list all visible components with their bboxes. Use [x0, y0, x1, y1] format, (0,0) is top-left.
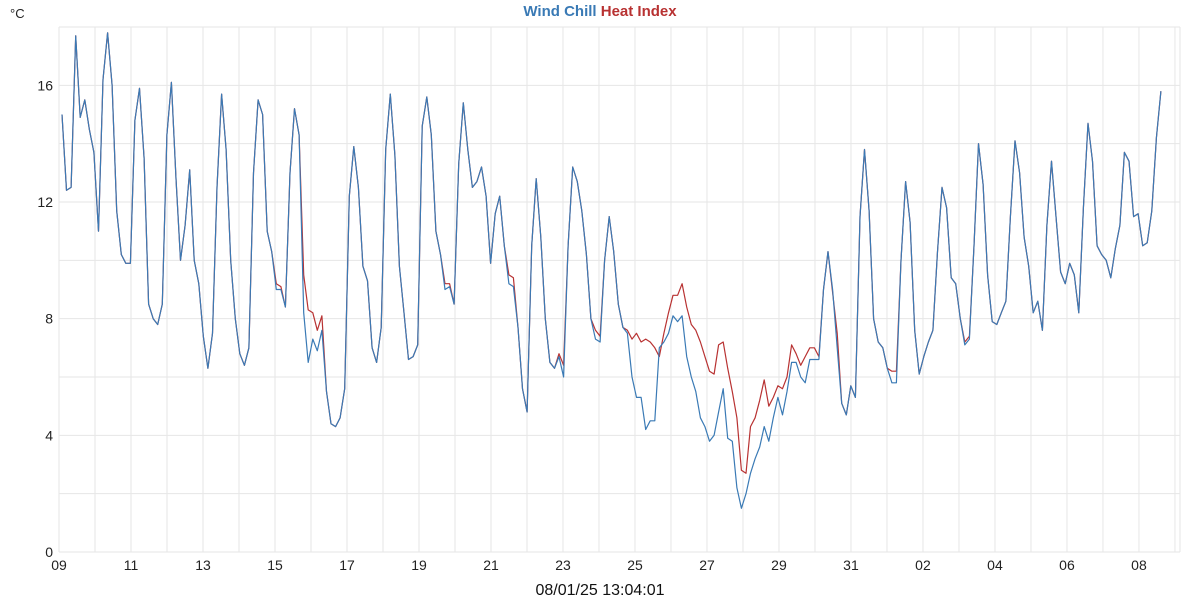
y-tick-label: 12 [37, 194, 53, 210]
x-tick-label: 27 [699, 557, 715, 573]
x-tick-label: 02 [915, 557, 931, 573]
x-tick-label: 09 [51, 557, 67, 573]
x-tick-label: 25 [627, 557, 643, 573]
series-line-wind-chill [61, 32, 1162, 509]
x-tick-label: 19 [411, 557, 427, 573]
y-tick-label: 0 [45, 544, 53, 560]
x-tick-label: 11 [124, 557, 139, 573]
series-line-heat-index [61, 32, 1162, 474]
x-tick-label: 23 [555, 557, 571, 573]
x-tick-label: 06 [1059, 557, 1075, 573]
legend-wind-chill[interactable]: Wind Chill [523, 3, 597, 20]
x-tick-label: 08 [1131, 557, 1147, 573]
x-tick-label: 31 [843, 557, 859, 573]
y-tick-label: 8 [45, 311, 53, 327]
y-axis-unit-label: °C [10, 6, 25, 21]
x-tick-label: 13 [195, 557, 211, 573]
y-tick-label: 4 [45, 427, 53, 443]
legend-heat-index[interactable]: Heat Index [600, 3, 677, 20]
y-tick-label: 16 [37, 77, 53, 93]
x-tick-label: 04 [987, 557, 1003, 573]
timestamp-label: 08/01/25 13:04:01 [535, 582, 665, 599]
chart-legend-title: Wind Chill Heat Index [0, 3, 1200, 20]
x-tick-label: 15 [267, 557, 283, 573]
x-tick-label: 29 [771, 557, 787, 573]
x-tick-label: 17 [339, 557, 355, 573]
x-tick-label: 21 [483, 557, 499, 573]
